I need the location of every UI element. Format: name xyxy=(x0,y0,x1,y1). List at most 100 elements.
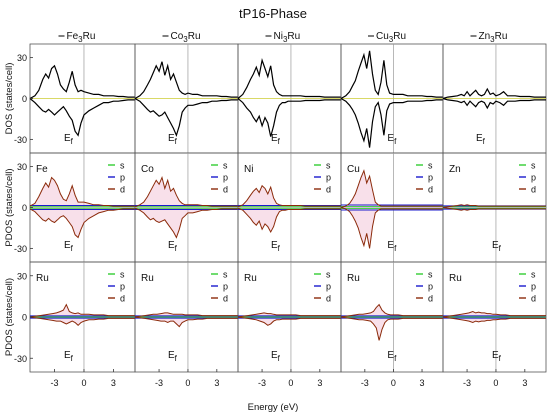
row-ylabel-2: PDOS (states/cell) xyxy=(4,278,15,356)
panel-pdos-fe-ytick-label--30: -30 xyxy=(14,244,27,254)
panel-pdos_ru-zn-xtick-label-3: 3 xyxy=(522,378,527,388)
panel-pdos_ru-fe-xtick-label--3: -3 xyxy=(51,378,59,388)
column-header-ni: Ni3Ru xyxy=(274,31,301,44)
column-header-co: Co3Ru xyxy=(171,31,201,44)
x-axis-label: Energy (eV) xyxy=(248,402,299,413)
panel-pdos-cu-legend-s: s xyxy=(428,161,433,171)
panel-pdos_ru-zn-legend-s: s xyxy=(531,270,536,280)
panel-pdos_ru-zn-d-down xyxy=(442,316,546,324)
panel-pdos-ni-d-down xyxy=(237,207,341,234)
panel-pdos-fe-fermi-label: Ef xyxy=(64,240,74,253)
panel-pdos_ru-fe-element-label: Ru xyxy=(36,273,49,284)
panel-pdos_ru-cu-fermi-label: Ef xyxy=(387,350,397,363)
panel-pdos_ru-ni-fermi-label: Ef xyxy=(271,350,281,363)
panel-dos-cu-spin-up xyxy=(340,50,443,100)
panel-pdos_ru-ni-d-up xyxy=(237,312,341,318)
panel-pdos-fe-legend-d: d xyxy=(120,185,125,195)
panel-pdos-zn-fermi-label: Ef xyxy=(492,240,502,253)
panel-pdos_ru-ni-xtick-label-3: 3 xyxy=(317,378,322,388)
panel-dos-ni-fermi-label: Ef xyxy=(271,133,281,146)
panel-pdos_ru-co-d-down xyxy=(134,316,238,328)
row-ylabel-1: PDOS (states/cell) xyxy=(4,168,15,246)
panel-pdos-cu-d-down xyxy=(340,207,443,249)
panel-pdos_ru-co-legend-p: p xyxy=(223,282,228,292)
panel-pdos-ni-d-area xyxy=(238,185,341,232)
panel-pdos-fe-element-label: Fe xyxy=(36,164,48,175)
panel-dos-zn-spin-down xyxy=(442,97,546,110)
panel-pdos-fe-ytick-label-30: 30 xyxy=(17,162,27,172)
panel-dos-co-spin-up xyxy=(134,61,238,100)
panel-pdos-zn-d-up xyxy=(442,204,546,208)
panel-pdos-zn-legend-s: s xyxy=(531,161,536,171)
panel-pdos_ru-ni-xtick-label-0: 0 xyxy=(288,378,293,388)
panel-pdos_ru-fe-ytick-label-0: 0 xyxy=(22,313,27,323)
panel-pdos-co-element-label: Co xyxy=(141,164,154,175)
panel-pdos_ru-zn-legend-p: p xyxy=(531,282,536,292)
panel-pdos_ru-ni-d-down xyxy=(237,316,341,326)
panel-pdos_ru-zn-xtick-label--3: -3 xyxy=(463,378,471,388)
panel-pdos_ru-co-fermi-label: Ef xyxy=(168,350,178,363)
panel-pdos_ru-cu-d-area xyxy=(341,304,443,341)
panel-pdos_ru-ni-legend-d: d xyxy=(326,294,331,304)
panel-pdos_ru-cu-d-up xyxy=(340,303,443,318)
panel-pdos-co-legend-d: d xyxy=(223,185,228,195)
panel-pdos_ru-ni-element-label: Ru xyxy=(244,273,257,284)
panel-pdos-ni-legend-s: s xyxy=(326,161,331,171)
panel-pdos_ru-fe-ytick-label-30: 30 xyxy=(17,271,27,281)
panel-pdos-cu-legend-p: p xyxy=(428,173,433,183)
panel-pdos_ru-cu-d-down xyxy=(340,316,443,341)
panel-dos-zn-fermi-label: Ef xyxy=(476,133,486,146)
panel-dos-fe-fermi-label: Ef xyxy=(64,133,74,146)
panel-pdos-co-legend-p: p xyxy=(223,173,228,183)
panel-pdos_ru-zn-d-area xyxy=(443,311,546,323)
panel-pdos_ru-cu-xtick-label--3: -3 xyxy=(361,378,369,388)
panel-pdos_ru-fe-d-area xyxy=(30,304,135,326)
panel-pdos-ni-legend-p: p xyxy=(326,173,331,183)
panel-pdos_ru-fe-xtick-label-3: 3 xyxy=(111,378,116,388)
panel-pdos_ru-cu-legend-s: s xyxy=(428,270,433,280)
panel-pdos-zn-element-label: Zn xyxy=(449,164,461,175)
column-header-cu: Cu3Ru xyxy=(376,31,406,44)
figure-title: tP16-Phase xyxy=(239,6,307,21)
panel-pdos-co-d-down xyxy=(134,207,238,239)
panel-pdos_ru-fe-d-down xyxy=(29,316,135,326)
panel-pdos_ru-ni-legend-p: p xyxy=(326,282,331,292)
panel-pdos-cu-fermi-label: Ef xyxy=(387,240,397,253)
panel-pdos_ru-zn-xtick-label-0: 0 xyxy=(493,378,498,388)
panel-pdos_ru-fe-xtick-label-0: 0 xyxy=(81,378,86,388)
panel-pdos_ru-co-xtick-label--3: -3 xyxy=(155,378,163,388)
panel-pdos_ru-fe-legend-s: s xyxy=(120,270,125,280)
panel-pdos_ru-zn-fermi-label: Ef xyxy=(492,350,502,363)
panel-pdos-ni-fermi-label: Ef xyxy=(271,240,281,253)
panel-pdos_ru-fe-d-up xyxy=(29,303,135,318)
panel-pdos-cu-element-label: Cu xyxy=(347,164,360,175)
panel-pdos_ru-fe-ytick-label--30: -30 xyxy=(14,354,27,364)
panel-pdos-ni-d-up xyxy=(237,184,341,208)
panel-pdos-ni-element-label: Ni xyxy=(244,164,253,175)
panel-pdos-cu-d-up xyxy=(340,169,443,208)
panel-dos-fe-ytick-label--30: -30 xyxy=(14,135,27,145)
row-ylabel-0: DOS (states/cell) xyxy=(4,63,15,135)
panel-pdos_ru-co-xtick-label-0: 0 xyxy=(185,378,190,388)
panel-pdos-zn-legend-p: p xyxy=(531,173,536,183)
panel-pdos-zn-legend-d: d xyxy=(531,185,536,195)
panel-dos-cu-fermi-label: Ef xyxy=(387,133,397,146)
panel-dos-zn-spin-up xyxy=(442,87,546,100)
panel-pdos-co-legend-s: s xyxy=(223,161,228,171)
panel-pdos_ru-fe-legend-p: p xyxy=(120,282,125,292)
panel-pdos-fe-d-up xyxy=(29,176,135,207)
panel-pdos_ru-zn-d-up xyxy=(442,310,546,318)
panel-pdos_ru-cu-legend-p: p xyxy=(428,282,433,292)
panel-dos-co-spin-down xyxy=(134,97,238,138)
panel-pdos_ru-cu-element-label: Ru xyxy=(347,273,360,284)
panel-dos-fe-ytick-label-30: 30 xyxy=(17,53,27,63)
panel-dos-co-fermi-label: Ef xyxy=(168,133,178,146)
panel-pdos_ru-co-legend-s: s xyxy=(223,270,228,280)
panel-pdos_ru-zn-element-label: Ru xyxy=(449,273,462,284)
panel-pdos-cu-d-area xyxy=(341,170,443,249)
panel-pdos_ru-co-legend-d: d xyxy=(223,294,228,304)
panel-pdos-co-d-up xyxy=(134,175,238,208)
panel-pdos-fe-legend-s: s xyxy=(120,161,125,171)
panel-pdos-cu-legend-d: d xyxy=(428,185,433,195)
